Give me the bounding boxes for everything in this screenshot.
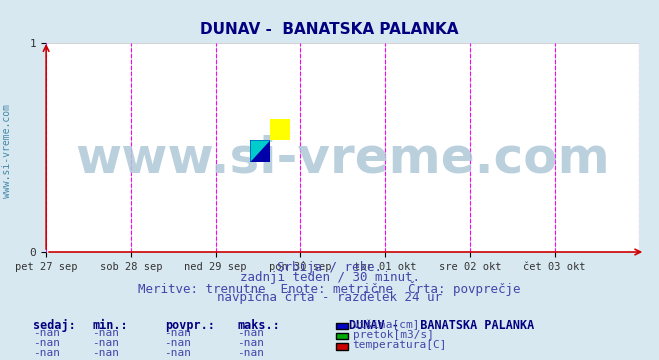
Text: DUNAV -  BANATSKA PALANKA: DUNAV - BANATSKA PALANKA — [200, 22, 459, 37]
Text: pretok[m3/s]: pretok[m3/s] — [353, 330, 434, 340]
Text: Meritve: trenutne  Enote: metrične  Črta: povprečje: Meritve: trenutne Enote: metrične Črta: … — [138, 281, 521, 296]
Text: -nan: -nan — [165, 328, 191, 338]
Text: navpična črta - razdelek 24 ur: navpična črta - razdelek 24 ur — [217, 291, 442, 304]
Text: -nan: -nan — [33, 338, 59, 348]
Text: min.:: min.: — [92, 319, 128, 332]
Text: -nan: -nan — [165, 348, 191, 358]
Text: www.si-vreme.com: www.si-vreme.com — [75, 134, 610, 182]
Text: -nan: -nan — [237, 348, 264, 358]
Polygon shape — [270, 119, 290, 140]
Text: -nan: -nan — [165, 338, 191, 348]
Text: www.si-vreme.com: www.si-vreme.com — [1, 104, 12, 198]
Text: temperatura[C]: temperatura[C] — [353, 340, 447, 350]
Polygon shape — [250, 140, 270, 162]
Text: višina[cm]: višina[cm] — [353, 320, 420, 330]
Text: maks.:: maks.: — [237, 319, 280, 332]
Text: zadnji teden / 30 minut.: zadnji teden / 30 minut. — [239, 271, 420, 284]
Text: sedaj:: sedaj: — [33, 319, 76, 332]
Polygon shape — [250, 140, 270, 162]
Text: -nan: -nan — [237, 338, 264, 348]
Text: -nan: -nan — [237, 328, 264, 338]
Text: Srbija / reke.: Srbija / reke. — [277, 261, 382, 274]
Text: -nan: -nan — [92, 348, 119, 358]
Text: -nan: -nan — [33, 328, 59, 338]
Text: -nan: -nan — [33, 348, 59, 358]
Text: povpr.:: povpr.: — [165, 319, 215, 332]
Text: -nan: -nan — [92, 328, 119, 338]
Text: -nan: -nan — [92, 338, 119, 348]
Text: DUNAV -   BANATSKA PALANKA: DUNAV - BANATSKA PALANKA — [349, 319, 534, 332]
